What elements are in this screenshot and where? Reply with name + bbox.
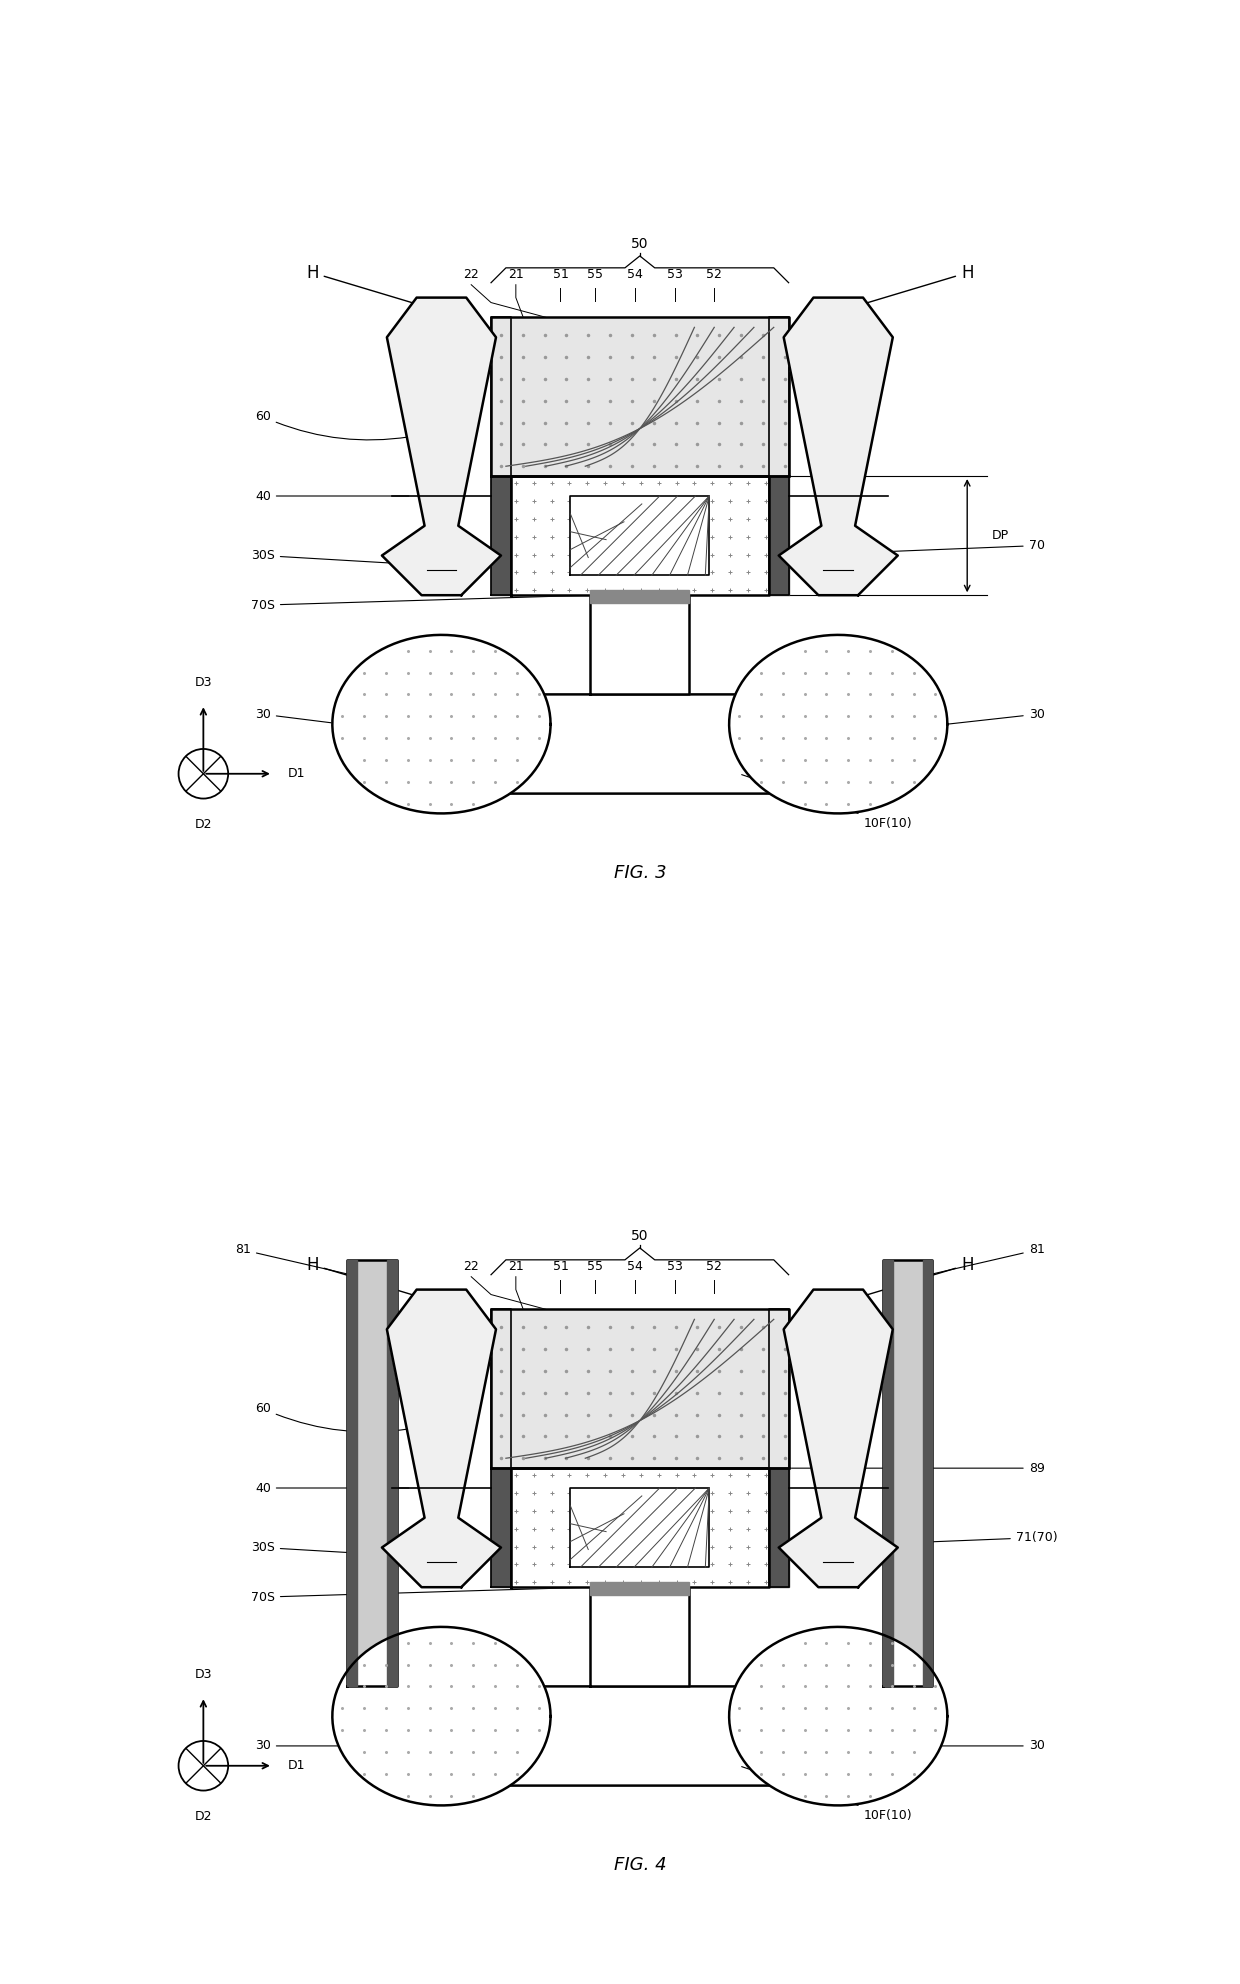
Text: 70: 70 — [791, 540, 1044, 556]
Polygon shape — [382, 298, 501, 595]
Text: 70S: 70S — [250, 1587, 588, 1603]
Polygon shape — [347, 1260, 357, 1686]
Text: 71(70): 71(70) — [791, 1532, 1058, 1548]
Text: 30: 30 — [255, 708, 419, 734]
Text: 22: 22 — [464, 1260, 479, 1274]
Polygon shape — [729, 635, 947, 813]
Text: 55: 55 — [588, 1260, 603, 1274]
Polygon shape — [501, 694, 779, 794]
Polygon shape — [332, 635, 551, 813]
Text: 30: 30 — [861, 1740, 1044, 1752]
Polygon shape — [769, 317, 789, 595]
Polygon shape — [570, 1488, 709, 1567]
Text: 54: 54 — [627, 268, 642, 282]
Text: D3: D3 — [195, 1669, 212, 1682]
Polygon shape — [923, 1260, 932, 1686]
Polygon shape — [883, 1260, 893, 1686]
Polygon shape — [590, 1587, 689, 1686]
Text: FIG. 4: FIG. 4 — [614, 1855, 666, 1875]
Text: 10F(10): 10F(10) — [742, 774, 913, 829]
Text: 60: 60 — [255, 411, 409, 440]
Polygon shape — [511, 476, 769, 595]
Text: 89: 89 — [791, 1462, 1044, 1474]
Text: 81: 81 — [910, 1244, 1044, 1280]
Text: 51: 51 — [553, 268, 568, 282]
Text: D2: D2 — [195, 1809, 212, 1823]
Polygon shape — [491, 1309, 511, 1587]
Text: 52: 52 — [707, 1260, 722, 1274]
Text: 50: 50 — [631, 1228, 649, 1244]
Text: D2: D2 — [195, 819, 212, 831]
Polygon shape — [382, 1290, 501, 1587]
Text: 30: 30 — [255, 1740, 419, 1752]
Text: DP: DP — [992, 530, 1009, 542]
Text: 10F(10): 10F(10) — [742, 1766, 913, 1821]
Polygon shape — [590, 1583, 689, 1595]
Polygon shape — [590, 591, 689, 603]
Polygon shape — [501, 1686, 779, 1786]
Text: 53: 53 — [667, 1260, 682, 1274]
Text: 81: 81 — [236, 1244, 370, 1280]
Text: 54: 54 — [627, 1260, 642, 1274]
Polygon shape — [511, 1468, 769, 1587]
Text: 52: 52 — [707, 268, 722, 282]
Text: 21: 21 — [508, 1260, 523, 1274]
Polygon shape — [779, 1290, 898, 1587]
Text: 21: 21 — [508, 268, 523, 282]
Text: 70S: 70S — [250, 595, 588, 611]
Text: 51: 51 — [553, 1260, 568, 1274]
Polygon shape — [883, 1260, 932, 1686]
Text: 40: 40 — [255, 490, 409, 502]
Text: 30S: 30S — [250, 1542, 429, 1557]
Text: 50: 50 — [631, 236, 649, 252]
Text: 60: 60 — [255, 1403, 409, 1432]
Text: D3: D3 — [195, 677, 212, 690]
Polygon shape — [729, 1627, 947, 1805]
Text: 30S: 30S — [250, 550, 429, 565]
Text: H: H — [306, 264, 458, 317]
Text: FIG. 3: FIG. 3 — [614, 863, 666, 883]
Text: D1: D1 — [288, 1760, 305, 1772]
Text: D1: D1 — [288, 768, 305, 780]
Polygon shape — [347, 1260, 397, 1686]
Text: H: H — [822, 264, 973, 317]
Polygon shape — [590, 595, 689, 694]
Text: 53: 53 — [667, 268, 682, 282]
Text: 22: 22 — [464, 268, 479, 282]
Text: 30: 30 — [861, 708, 1044, 734]
Polygon shape — [769, 1309, 789, 1587]
Text: H: H — [306, 1256, 458, 1309]
Polygon shape — [491, 317, 511, 595]
Polygon shape — [491, 317, 789, 476]
Polygon shape — [570, 496, 709, 575]
Polygon shape — [779, 298, 898, 595]
Polygon shape — [387, 1260, 397, 1686]
Polygon shape — [491, 1309, 789, 1468]
Text: H: H — [822, 1256, 973, 1309]
Text: 55: 55 — [588, 268, 603, 282]
Polygon shape — [332, 1627, 551, 1805]
Text: 40: 40 — [255, 1482, 409, 1494]
